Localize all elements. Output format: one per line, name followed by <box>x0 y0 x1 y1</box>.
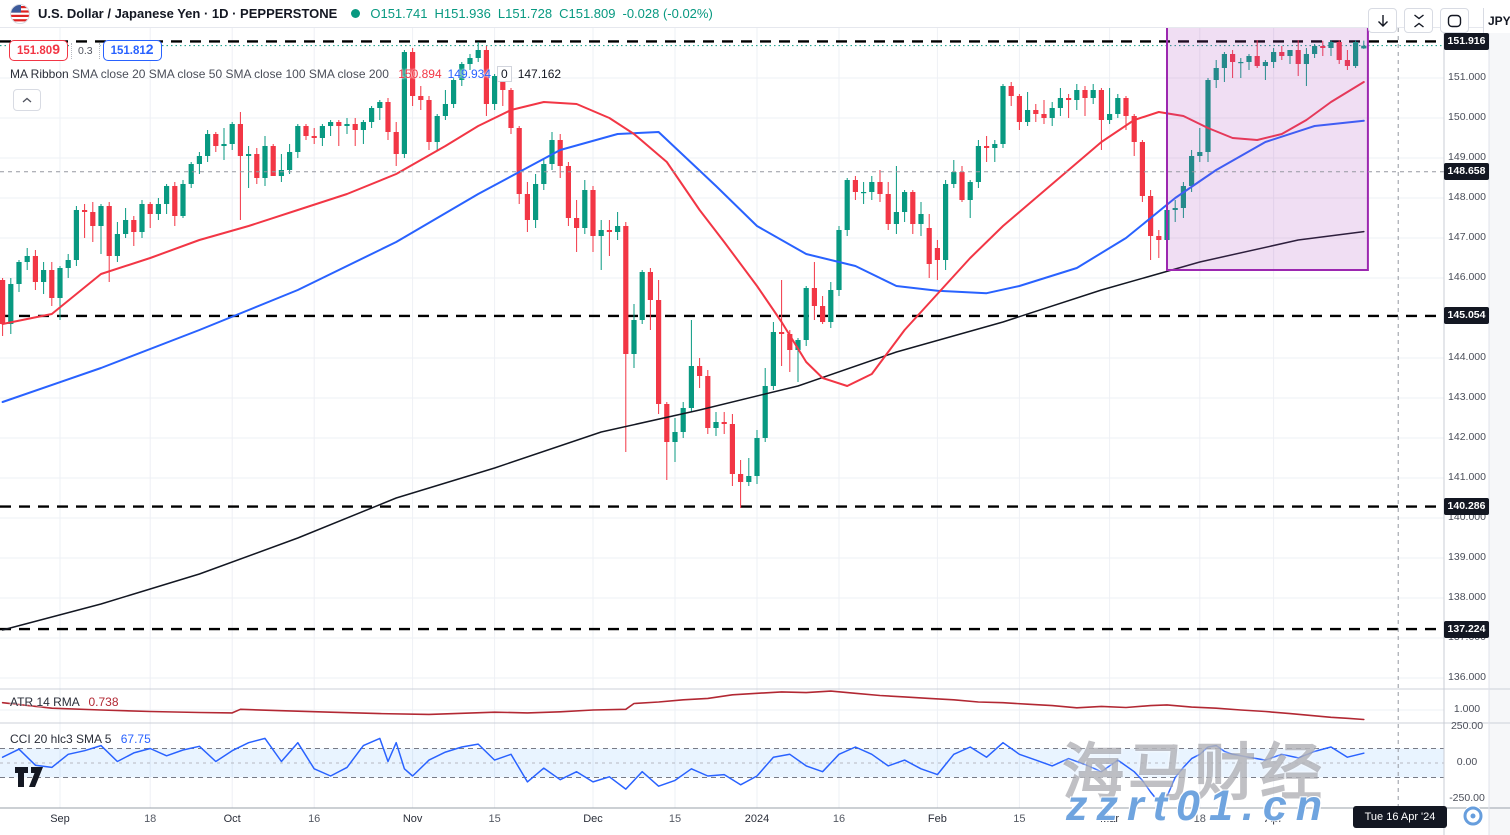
atr-value: 0.738 <box>88 695 119 709</box>
time-axis-label[interactable]: 2024 <box>744 813 770 825</box>
ma-value: 0 <box>497 66 512 82</box>
price-level-badge: 145.054 <box>1444 307 1489 325</box>
price-axis-label[interactable]: 150.000 <box>1448 111 1486 124</box>
ohlc-field: -0.028 (-0.02%) <box>622 6 713 21</box>
price-axis-label[interactable]: 147.000 <box>1448 231 1486 244</box>
series-line <box>1 690 1365 721</box>
time-axis-label[interactable]: 16 <box>308 813 321 825</box>
maximize-pane-button[interactable] <box>1440 8 1469 33</box>
watermark-cjk: 海马财经 <box>1062 739 1327 808</box>
time-axis-label[interactable]: 18 <box>144 813 157 825</box>
atr-legend[interactable]: ATR 14 RMA 0.738 <box>10 695 119 709</box>
ohlc-field: L151.728 <box>497 6 553 21</box>
price-axis-label[interactable]: 146.000 <box>1448 271 1486 284</box>
collapse-pane-button[interactable] <box>1404 8 1433 33</box>
atr-axis-label[interactable]: 1.000 <box>1453 703 1481 715</box>
buy-button[interactable]: 151.81 2 <box>102 40 162 61</box>
down-arrow-icon <box>1377 14 1388 27</box>
ohlc-field: C151.809 <box>559 6 616 21</box>
price-level-badge: 151.916 <box>1444 32 1489 50</box>
cci-label: CCI 20 hlc3 SMA 5 <box>10 732 112 746</box>
price-axis-label[interactable]: 149.000 <box>1448 151 1486 164</box>
ma-value: 149.934 <box>447 67 492 81</box>
price-axis-label[interactable]: 151.000 <box>1448 71 1486 84</box>
currency-label: JPY <box>1488 13 1510 28</box>
crosshair-date-badge: Tue 16 Apr '24 <box>1353 806 1447 828</box>
quote-widget: 151.80 9 0.3 151.81 2 <box>9 40 162 61</box>
candles-layer <box>0 40 1367 508</box>
highlight-box <box>1166 19 1369 271</box>
spread-value: 0.3 <box>70 42 100 59</box>
ma-ribbon-legend[interactable]: MA Ribbon SMA close 20 SMA close 50 SMA … <box>10 66 562 82</box>
ma-value: 150.894 <box>398 67 442 81</box>
tradingview-logo[interactable] <box>14 766 46 793</box>
time-axis-label[interactable]: 15 <box>488 813 501 825</box>
cci-axis-label[interactable]: 0.00 <box>1456 756 1478 768</box>
symbol-title[interactable]: U.S. Dollar / Japanese Yen · 1D · PEPPER… <box>38 6 338 21</box>
cci-legend[interactable]: CCI 20 hlc3 SMA 5 67.75 <box>10 732 151 746</box>
time-axis-label[interactable]: Nov <box>402 813 423 825</box>
chevron-up-icon <box>22 97 32 103</box>
time-axis-label[interactable]: Mar <box>1100 813 1120 825</box>
price-axis-label[interactable]: 144.000 <box>1448 351 1486 364</box>
series-line <box>1 81 1365 387</box>
toolbar: U.S. Dollar / Japanese Yen · 1D · PEPPER… <box>0 0 1510 28</box>
bid-price: 151.80 <box>17 45 53 57</box>
time-axis-label[interactable]: Dec <box>583 813 603 825</box>
series-line <box>1 230 1365 631</box>
price-level-badge: 140.286 <box>1444 498 1489 516</box>
price-axis-label[interactable]: 142.000 <box>1448 431 1486 444</box>
crosshair-price-badge: 148.658 <box>1444 163 1489 181</box>
ohlc-legend: O151.741 H151.936 L151.728 C151.809 -0.028 (… <box>370 6 719 21</box>
ohlc-field: H151.936 <box>434 6 491 21</box>
price-axis-label[interactable]: 143.000 <box>1448 391 1486 404</box>
time-axis-label[interactable]: 15 <box>668 813 682 825</box>
scroll-to-recent-button[interactable] <box>1368 8 1397 33</box>
sell-button[interactable]: 151.80 9 <box>9 40 68 61</box>
price-axis-label[interactable]: 138.000 <box>1448 591 1486 604</box>
watermark-site: zzrt01.cn <box>1066 782 1332 830</box>
ohlc-field: O151.741 <box>370 6 428 21</box>
chevrons-collapse-icon <box>1413 13 1424 28</box>
time-axis-label[interactable]: Feb <box>927 813 947 825</box>
cci-value: 67.75 <box>120 732 151 746</box>
currency-selector[interactable]: JPY <box>1483 8 1510 33</box>
price-level-badge: 137.224 <box>1444 620 1489 638</box>
price-axis-label[interactable]: 136.000 <box>1448 671 1486 684</box>
maximize-icon <box>1447 14 1462 27</box>
indicator-values: 150.894 149.934 0 147.162 <box>392 66 562 82</box>
watermark-gear-icon <box>1461 804 1485 833</box>
cci-axis-label[interactable]: 250.00 <box>1450 719 1484 732</box>
legend-collapse-button[interactable] <box>13 89 41 111</box>
time-axis-label[interactable]: Sep <box>50 813 70 825</box>
usdjpy-flag-icon <box>10 3 30 24</box>
time-axis-label[interactable]: Oct <box>223 813 241 825</box>
axis-right-strip <box>1489 28 1510 835</box>
time-axis-label[interactable]: 18 <box>1193 813 1206 825</box>
time-axis-label[interactable]: 16 <box>832 813 846 825</box>
cci-axis-label[interactable]: -250.00 <box>1449 792 1485 805</box>
indicator-params: SMA close 20 SMA close 50 SMA close 100 … <box>72 67 389 81</box>
time-axis-label[interactable]: Apr <box>1265 813 1283 825</box>
atr-label: ATR 14 RMA <box>10 695 80 709</box>
series-line <box>1 119 1365 403</box>
price-axis-label[interactable]: 148.000 <box>1448 191 1486 204</box>
price-axis-label[interactable]: 139.000 <box>1448 551 1486 564</box>
price-axis-label[interactable]: 141.000 <box>1448 471 1486 484</box>
series-line <box>1 737 1365 803</box>
ma-value: 147.162 <box>517 67 562 81</box>
market-open-dot-icon <box>351 9 361 18</box>
ask-price: 151.81 <box>110 45 146 57</box>
time-axis-label[interactable]: 15 <box>1013 813 1026 825</box>
indicator-name: MA Ribbon <box>10 67 69 81</box>
